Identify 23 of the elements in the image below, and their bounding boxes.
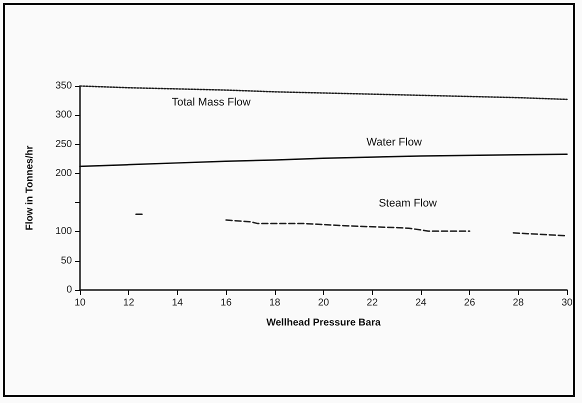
x-tick-label: 20 — [318, 298, 330, 308]
x-tick-label: 18 — [269, 298, 281, 308]
x-tick-label: 16 — [220, 298, 232, 308]
x-tick-label: 24 — [415, 298, 427, 308]
x-tick-label: 14 — [172, 298, 184, 308]
x-tick-label: 28 — [512, 298, 524, 308]
x-tick-label: 10 — [74, 298, 86, 308]
series-label: Water Flow — [366, 136, 422, 149]
y-tick-label: 250 — [55, 138, 72, 150]
x-tick-label: 12 — [123, 298, 135, 308]
x-tick-label: 30 — [561, 298, 573, 308]
y-tick-label: 200 — [55, 168, 72, 179]
y-tick-label: 100 — [55, 226, 72, 238]
y-tick-label: 50 — [60, 255, 72, 266]
series-label: Steam Flow — [378, 198, 437, 210]
y-tick-label: 350 — [55, 80, 72, 92]
y-axis-title: Flow in Tonnes/hr — [24, 145, 36, 230]
series-label: Total Mass Flow — [172, 96, 251, 108]
y-tick-label: 300 — [55, 110, 72, 121]
x-tick-label: 22 — [366, 298, 378, 308]
x-tick-label: 26 — [464, 298, 476, 308]
y-tick-label: 0 — [66, 284, 72, 296]
x-axis-title: Wellhead Pressure Bara — [266, 318, 382, 328]
